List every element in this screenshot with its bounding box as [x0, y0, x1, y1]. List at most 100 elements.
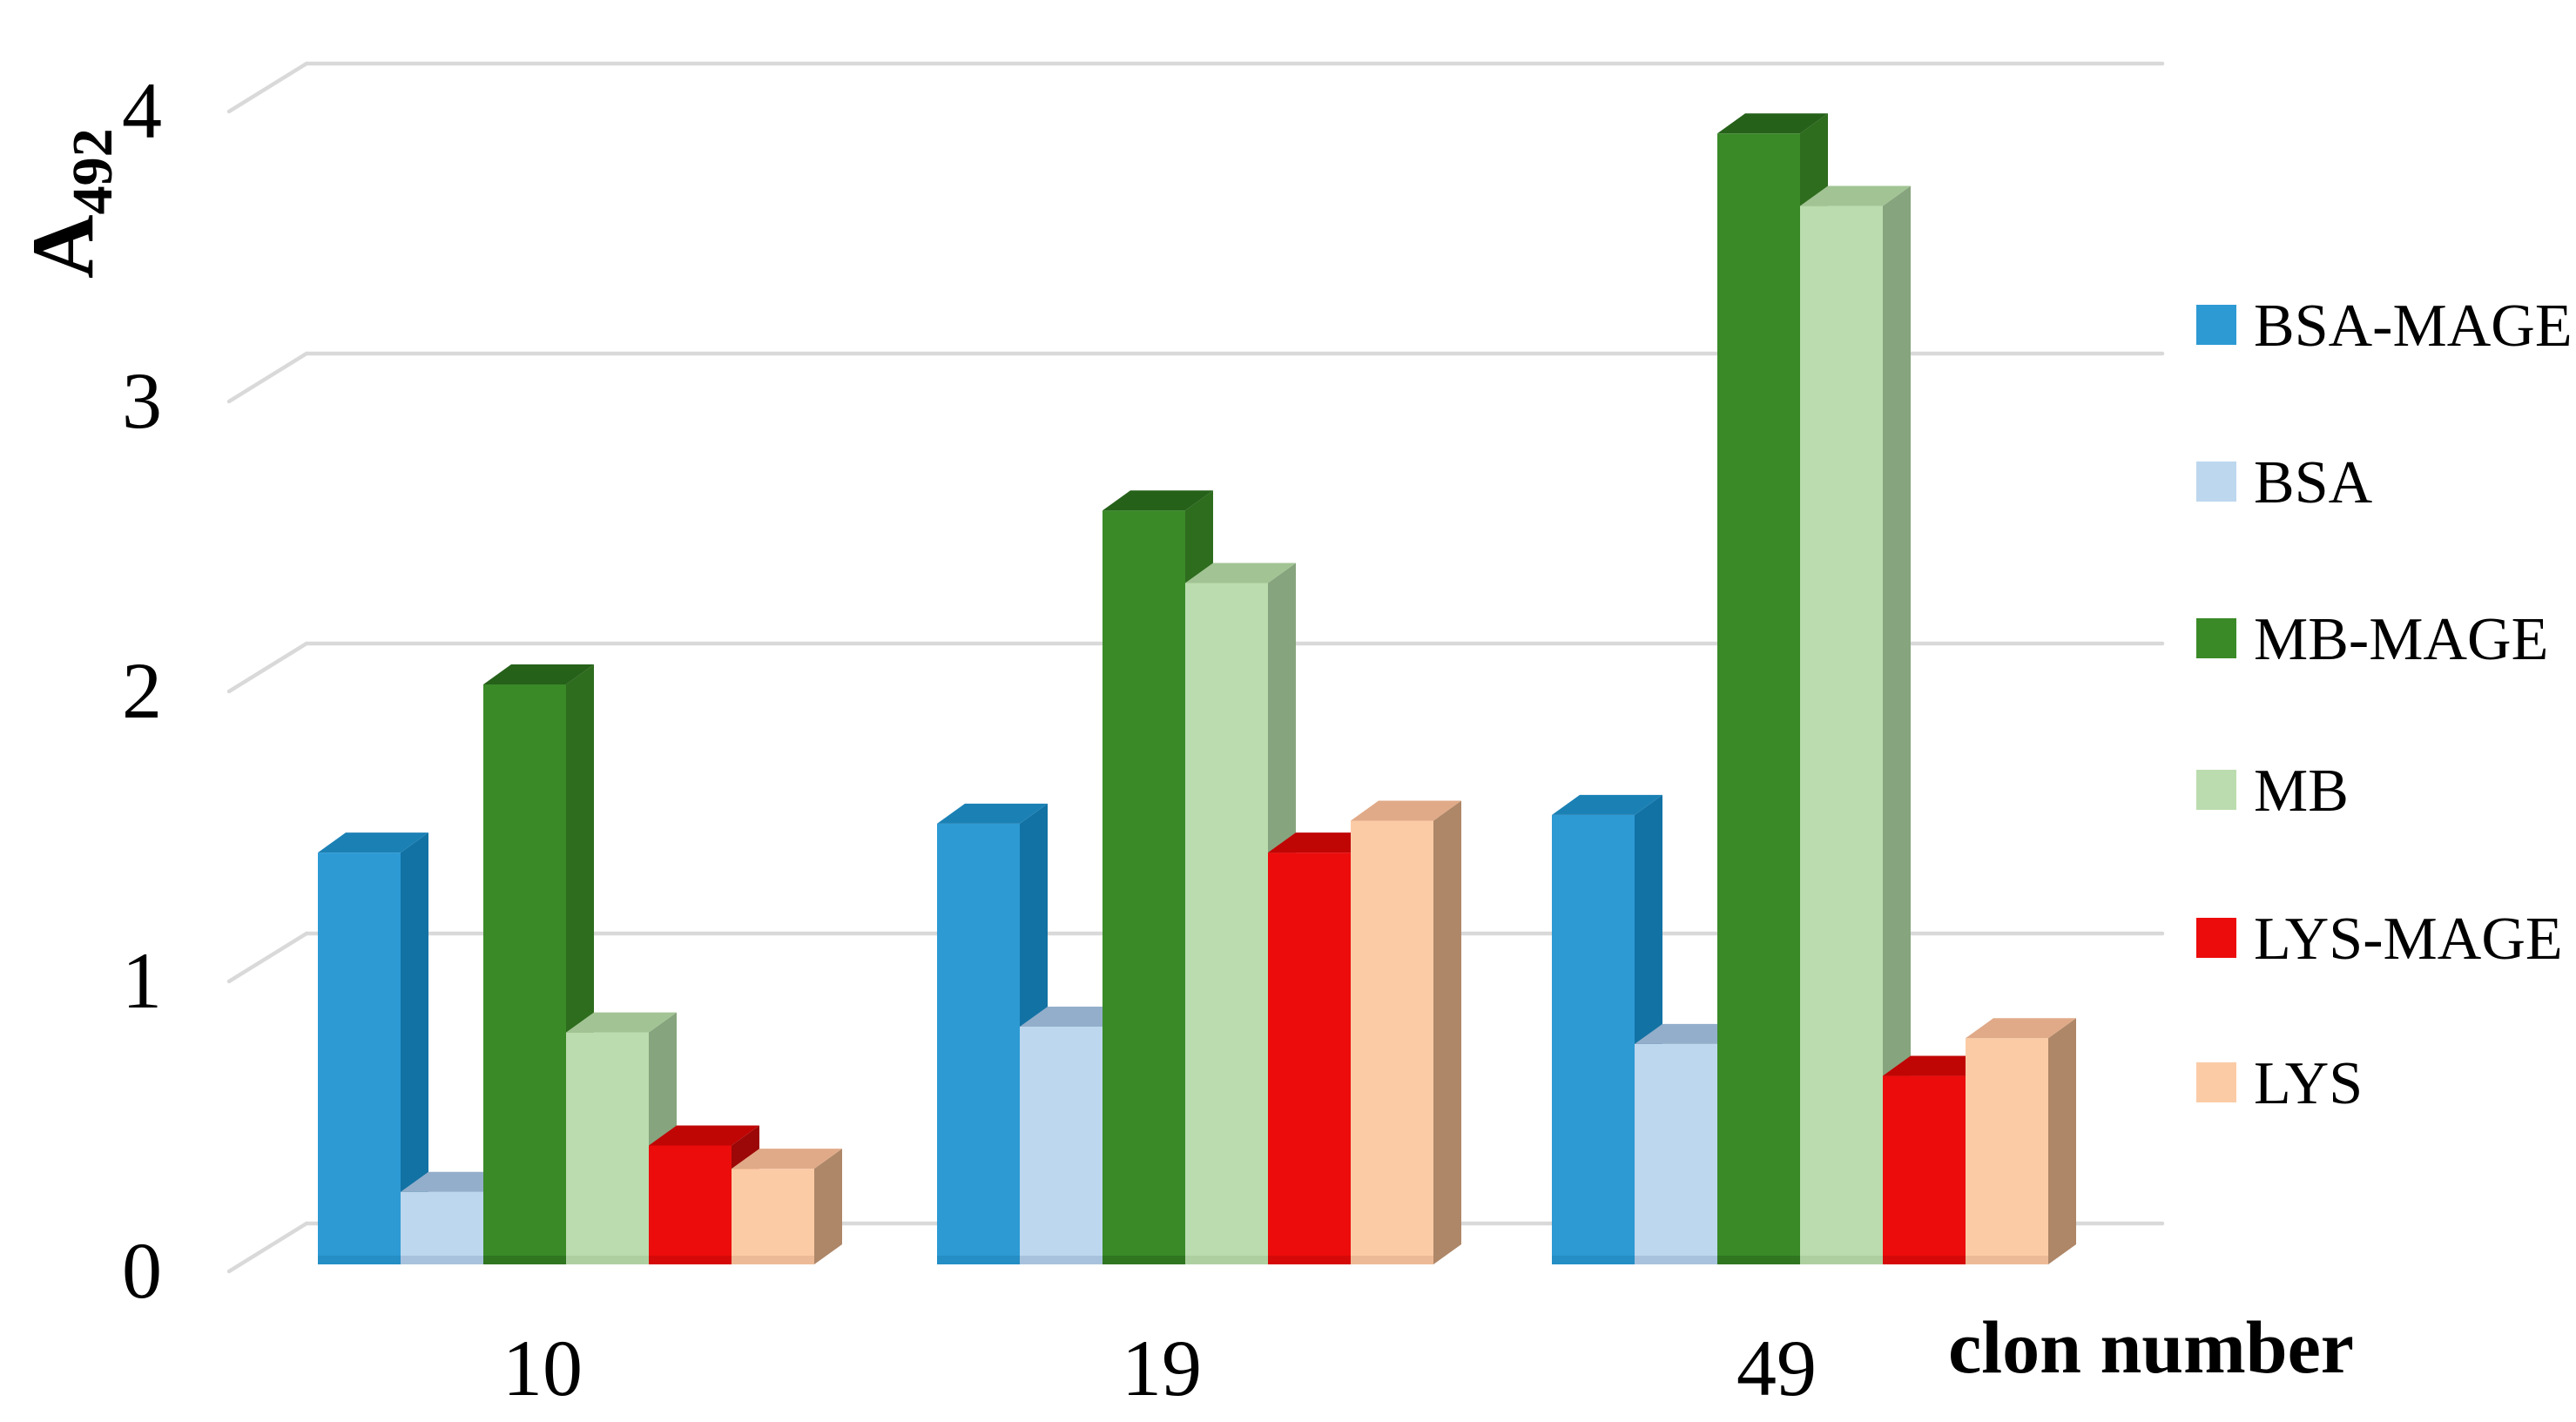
bar-front-face [1351, 820, 1433, 1264]
bar-side-face [1433, 800, 1461, 1264]
bar-top-face [1800, 185, 1911, 206]
x-tick-label-10: 10 [502, 1324, 583, 1412]
bar-base-shadow [566, 1256, 649, 1264]
bar-LYS-clon-19 [1351, 800, 1461, 1264]
bar-side-face [401, 832, 428, 1264]
legend-item-LYS: LYS [2196, 1050, 2363, 1117]
x-tick-label-19: 19 [1122, 1324, 1202, 1412]
y-axis-title-subscript: 492 [61, 128, 125, 214]
bar-front-face [732, 1169, 814, 1264]
bar-base-shadow [1268, 1256, 1351, 1264]
bar-front-face [1717, 133, 1800, 1264]
legend-item-MB: MB [2196, 758, 2349, 825]
bar-group-clon-10 [318, 664, 842, 1264]
bar-BSA-MAGE-clon-10 [318, 832, 428, 1264]
legend-item-BSA-MAGE: BSA-MAGE [2196, 293, 2573, 360]
legend-swatch-MB-MAGE [2196, 618, 2236, 658]
legend-label-LYS: LYS [2254, 1050, 2363, 1117]
bar-side-face [2048, 1018, 2076, 1264]
bar-LYS-clon-49 [1966, 1018, 2076, 1264]
bar-front-face [1966, 1038, 2048, 1264]
bar-front-face [1883, 1075, 1966, 1264]
legend: BSA-MAGE BSA MB-MAGE MB LYS-MAGE LYS [2196, 293, 2573, 1117]
y-tick-label-4: 4 [122, 66, 162, 155]
bar-top-face [1966, 1018, 2076, 1039]
bar-LYS-MAGE-clon-10 [649, 1125, 759, 1264]
bar-front-face [318, 853, 401, 1264]
bar-MB-clon-49 [1800, 185, 1911, 1264]
legend-label-MB: MB [2254, 758, 2349, 825]
axis-depth-connector-y0 [226, 1221, 309, 1274]
bar-top-face [1185, 563, 1296, 583]
legend-item-BSA: BSA [2196, 449, 2373, 516]
bar-front-face [1103, 510, 1185, 1264]
bar-base-shadow [318, 1256, 401, 1264]
bar-base-shadow [1717, 1256, 1800, 1264]
bar-base-shadow [937, 1256, 1020, 1264]
bar-top-face [318, 832, 428, 853]
bar-top-face [732, 1149, 842, 1169]
bar-base-shadow [1800, 1256, 1883, 1264]
bar-side-face [1883, 185, 1911, 1264]
bar-base-shadow [483, 1256, 566, 1264]
bar-base-shadow [1883, 1256, 1966, 1264]
bar-LYS-clon-10 [732, 1149, 842, 1264]
bar-front-face [1185, 583, 1268, 1264]
bar-top-face [937, 803, 1048, 824]
axis-depth-connector-y3 [226, 351, 309, 404]
bar-front-face [566, 1032, 649, 1264]
legend-label-BSA-MAGE: BSA-MAGE [2254, 293, 2573, 360]
bar-front-face [937, 823, 1020, 1264]
legend-swatch-BSA-MAGE [2196, 305, 2236, 345]
x-axis-labels: 10 19 49 [502, 1324, 1817, 1412]
x-axis-title: clon number [1948, 1305, 2354, 1389]
legend-swatch-LYS-MAGE [2196, 918, 2236, 958]
bar-top-face [1717, 113, 1828, 134]
bar-base-shadow [1351, 1256, 1433, 1264]
bar-front-face [1635, 1043, 1717, 1264]
y-axis-title: A492 [14, 128, 125, 279]
axis-depth-connector-y1 [226, 931, 309, 984]
legend-item-LYS-MAGE: LYS-MAGE [2196, 906, 2563, 973]
bar-base-shadow [1103, 1256, 1185, 1264]
y-tick-label-0: 0 [122, 1226, 162, 1315]
bar-group-clon-19 [937, 490, 1461, 1264]
bar-group-clon-49 [1552, 113, 2076, 1264]
x-tick-label-49: 49 [1736, 1324, 1817, 1412]
bar-base-shadow [1552, 1256, 1635, 1264]
bar-top-face [649, 1125, 759, 1146]
bar-front-face [1268, 853, 1351, 1264]
bar-front-face [401, 1191, 483, 1264]
bar-base-shadow [1185, 1256, 1268, 1264]
bar-top-face [1552, 794, 1662, 815]
legend-label-LYS-MAGE: LYS-MAGE [2254, 906, 2563, 973]
y-tick-label-3: 3 [122, 356, 162, 445]
bar-top-face [483, 664, 594, 684]
bar-top-face [1351, 800, 1461, 821]
bar-base-shadow [732, 1256, 814, 1264]
legend-label-BSA: BSA [2254, 449, 2373, 516]
bar-front-face [1800, 206, 1883, 1264]
bar-base-shadow [1635, 1256, 1717, 1264]
legend-swatch-MB [2196, 770, 2236, 810]
y-tick-label-2: 2 [122, 646, 162, 735]
bar-front-face [1552, 814, 1635, 1264]
bar-base-shadow [1966, 1256, 2048, 1264]
legend-swatch-BSA [2196, 462, 2236, 502]
bar-base-shadow [649, 1256, 732, 1264]
bar-top-face [1103, 490, 1213, 511]
axis-depth-connector-y4 [226, 61, 309, 114]
legend-swatch-LYS [2196, 1062, 2236, 1102]
bar-base-shadow [401, 1256, 483, 1264]
legend-label-MB-MAGE: MB-MAGE [2254, 606, 2548, 673]
bars [318, 113, 2076, 1264]
axis-depth-connector-y2 [226, 641, 309, 694]
bar-side-face [814, 1149, 842, 1264]
bar-front-face [483, 684, 566, 1264]
bar-top-face [566, 1012, 677, 1033]
y-tick-label-1: 1 [122, 936, 162, 1025]
bar-front-face [1020, 1026, 1103, 1264]
legend-item-MB-MAGE: MB-MAGE [2196, 606, 2548, 673]
